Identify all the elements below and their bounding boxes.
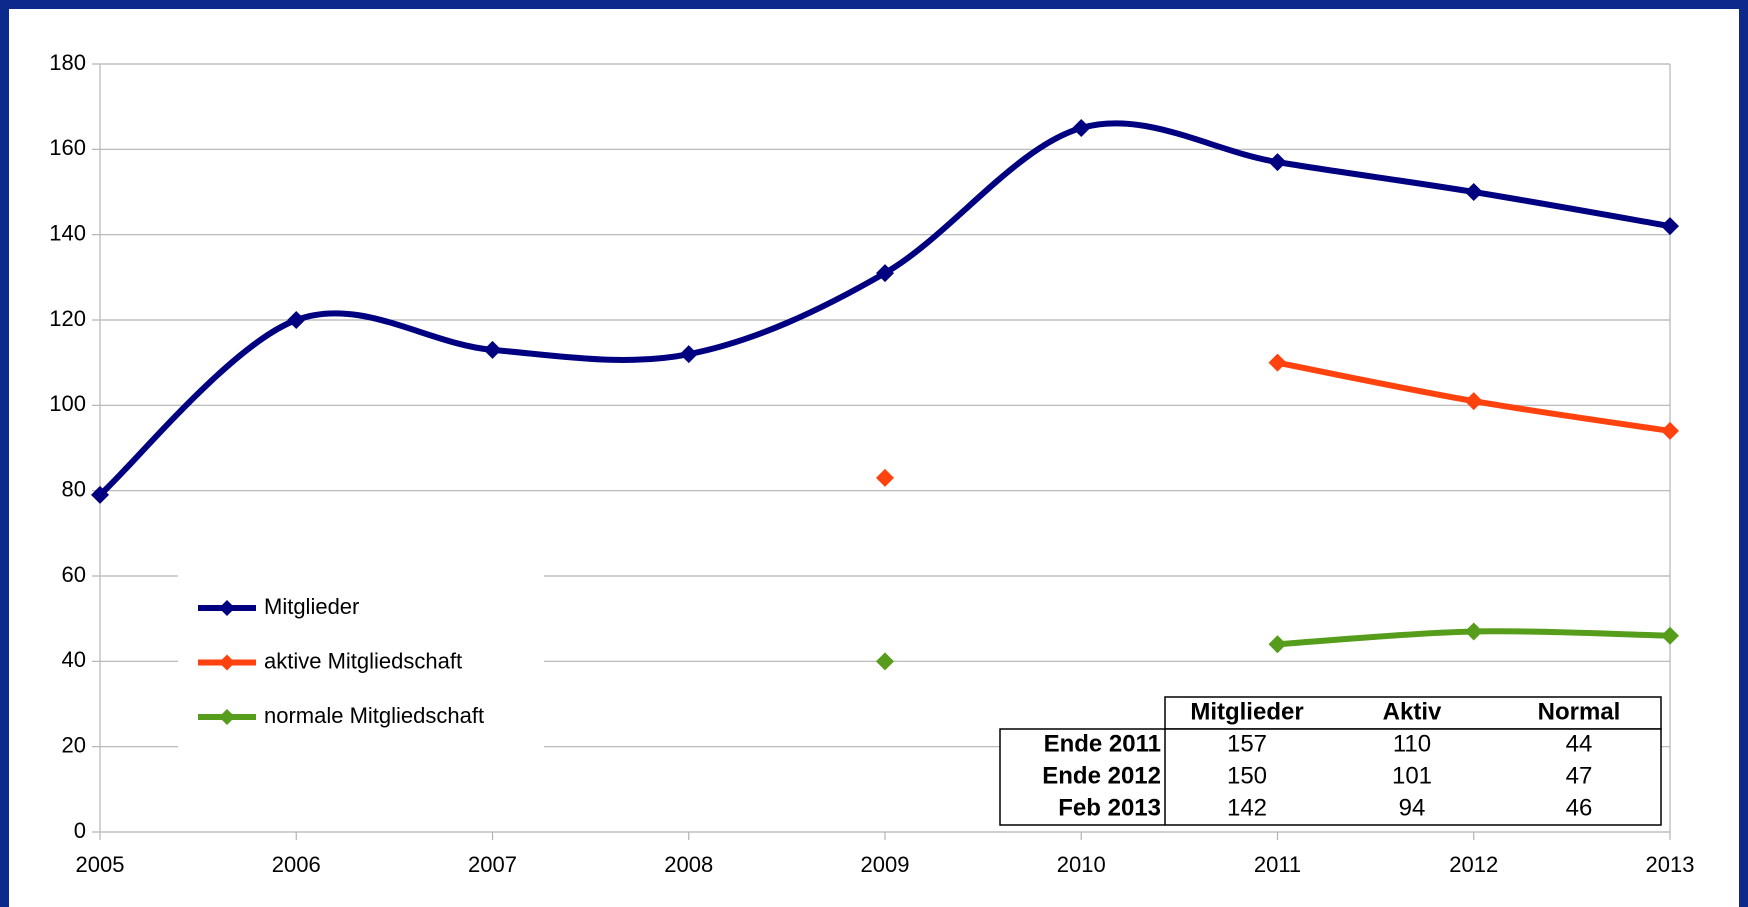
x-tick-label: 2010 (1057, 852, 1106, 877)
data-point (1268, 153, 1287, 172)
table-cell: 150 (1227, 762, 1267, 789)
y-tick-label: 0 (74, 818, 86, 843)
data-point (1268, 353, 1287, 372)
table-cell: 142 (1227, 794, 1267, 821)
data-point (1464, 622, 1483, 641)
table-body-box (999, 728, 1662, 826)
legend-marker (219, 709, 235, 725)
legend-marker (219, 600, 235, 616)
table-cell: 157 (1227, 730, 1267, 757)
legend-marker (219, 654, 235, 671)
data-point (483, 340, 502, 359)
data-table: Mitglieder Aktiv Normal Ende 2011 157 110 44 En… (999, 696, 1662, 826)
data-point (1464, 392, 1483, 411)
x-tick-label: 2005 (76, 852, 125, 877)
series-lines (91, 119, 1679, 671)
table-cell: 94 (1399, 794, 1426, 821)
y-tick-label: 140 (49, 220, 86, 245)
y-tick-label: 100 (49, 391, 86, 416)
table-row-label: Feb 2013 (1058, 794, 1161, 821)
y-tick-label: 80 (62, 476, 86, 501)
data-point (679, 345, 698, 364)
x-tick-label: 2009 (861, 852, 910, 877)
legend-label: normale Mitgliedschaft (264, 703, 484, 728)
data-point (1661, 421, 1679, 440)
table-cell: 46 (1566, 794, 1593, 821)
y-tick-label: 120 (49, 306, 86, 331)
table-cell: 110 (1393, 730, 1431, 757)
y-tick-label: 160 (49, 135, 86, 160)
x-tick-label: 2007 (468, 852, 517, 877)
data-point (1661, 626, 1679, 645)
table-cell: 44 (1566, 730, 1593, 757)
data-point (876, 652, 894, 671)
y-tick-label: 180 (49, 50, 86, 75)
table-header: Mitglieder (1190, 698, 1303, 725)
data-point (1072, 119, 1091, 137)
table-header: Aktiv (1383, 698, 1442, 725)
y-tick-label: 20 (62, 732, 86, 757)
data-point (1661, 217, 1679, 236)
x-tick-label: 2012 (1449, 852, 1498, 877)
grid: 0 20 40 60 80 100 120 140 160 180 2005 2006 2007 2008… (49, 50, 1694, 877)
legend-label: Mitglieder (264, 594, 359, 619)
x-tick-label: 2011 (1254, 852, 1301, 877)
x-tick-label: 2008 (664, 852, 713, 877)
data-point (91, 485, 109, 504)
y-tick-label: 60 (62, 562, 86, 587)
table-header: Normal (1538, 698, 1621, 725)
legend: Mitglieder aktive Mitgliedschaft normale M… (198, 594, 484, 728)
table-cell: 47 (1566, 762, 1593, 789)
legend-label: aktive Mitgliedschaft (264, 648, 462, 673)
table-row-label: Ende 2011 (1044, 730, 1161, 757)
data-point (1268, 635, 1287, 654)
table-row-label: Ende 2012 (1042, 762, 1161, 789)
y-tick-label: 40 (62, 647, 86, 672)
data-point (876, 468, 894, 487)
table-cell: 101 (1392, 762, 1432, 789)
x-tick-label: 2006 (272, 852, 321, 877)
data-point (1464, 183, 1483, 201)
x-tick-label: 2013 (1646, 852, 1695, 877)
data-point (876, 264, 894, 283)
data-point (287, 311, 306, 329)
